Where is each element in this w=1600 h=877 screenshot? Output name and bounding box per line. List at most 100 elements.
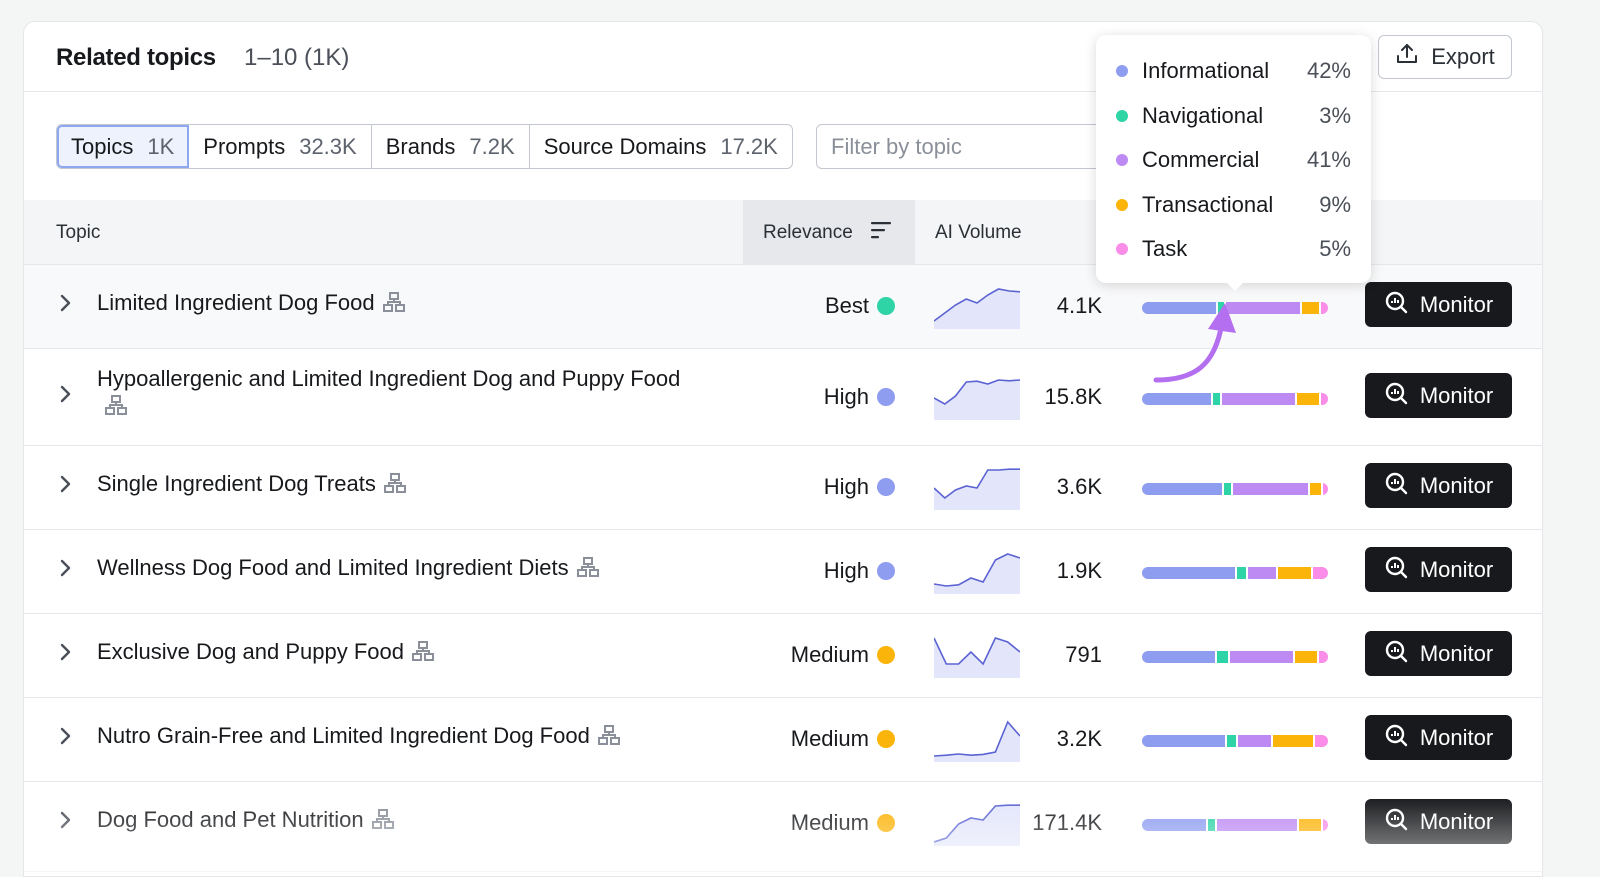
intent-label: Task — [1142, 236, 1188, 262]
intent-segment — [1223, 483, 1232, 495]
intent-segment — [1142, 483, 1222, 495]
hierarchy-icon — [105, 394, 127, 422]
monitor-button[interactable]: Monitor — [1365, 631, 1512, 676]
monitor-icon — [1384, 639, 1408, 669]
relevance-label: Medium — [790, 726, 869, 751]
relevance-cell: High — [824, 474, 895, 500]
expand-chevron-icon[interactable] — [60, 810, 72, 836]
monitor-button[interactable]: Monitor — [1365, 463, 1512, 508]
tab-count: 1K — [147, 133, 175, 159]
intent-tooltip: Informational 42% Navigational 3% Commer… — [1096, 35, 1371, 283]
ai-volume-value: 15.8K — [1044, 384, 1103, 409]
ai-volume-value: 3.2K — [1056, 726, 1102, 751]
volume-sparkline — [934, 804, 1020, 846]
relevance-cell: Best — [825, 293, 895, 319]
topic-label: Limited Ingredient Dog Food — [97, 290, 375, 315]
intent-label: Transactional — [1142, 191, 1274, 217]
tab-source-domains[interactable]: Source Domains 17.2K — [530, 125, 792, 168]
topic-name[interactable]: Hypoallergenic and Limited Ingredient Do… — [97, 365, 697, 422]
column-label: Relevance — [763, 221, 853, 243]
monitor-button[interactable]: Monitor — [1365, 282, 1512, 327]
topic-label: Dog Food and Pet Nutrition — [97, 807, 364, 832]
intent-segment — [1277, 567, 1312, 579]
intent-segment — [1142, 567, 1235, 579]
expand-chevron-icon[interactable] — [60, 726, 72, 752]
relevance-label: Medium — [790, 642, 869, 667]
intent-bar[interactable] — [1142, 735, 1328, 747]
intent-legend-item: Informational 42% — [1116, 49, 1351, 94]
topic-name[interactable]: Single Ingredient Dog Treats — [97, 470, 697, 500]
table-row[interactable]: Exclusive Dog and Puppy Food Medium 791 … — [24, 614, 1542, 698]
topic-name[interactable]: Limited Ingredient Dog Food — [97, 289, 697, 319]
intent-segment — [1216, 651, 1228, 663]
topic-name[interactable]: Dog Food and Pet Nutrition — [97, 806, 697, 836]
table-row[interactable]: Wellness Dog Food and Limited Ingredient… — [24, 530, 1542, 614]
relevance-label: High — [823, 384, 869, 409]
expand-chevron-icon[interactable] — [60, 474, 72, 500]
expand-chevron-icon[interactable] — [60, 293, 72, 319]
card-header: Related topics 1–10 (1K) Export — [24, 22, 1542, 92]
topic-name[interactable]: Wellness Dog Food and Limited Ingredient… — [97, 554, 697, 584]
volume-sparkline — [934, 288, 1020, 329]
topic-label: Nutro Grain-Free and Limited Ingredient … — [97, 723, 590, 748]
intent-segment — [1217, 819, 1298, 831]
column-relevance[interactable]: Relevance — [743, 200, 915, 265]
tab-prompts[interactable]: Prompts 32.3K — [189, 125, 372, 168]
intent-legend-item: Transactional 9% — [1116, 183, 1351, 228]
relevance-cell: Medium — [791, 810, 895, 836]
intent-segment — [1213, 393, 1221, 405]
relevance-dot — [877, 388, 895, 406]
intent-bar[interactable] — [1142, 393, 1328, 405]
sort-icon — [870, 221, 891, 245]
export-button[interactable]: Export — [1378, 35, 1512, 79]
tab-count: 7.2K — [469, 133, 515, 159]
column-ai-volume: AI Volume — [935, 221, 1022, 243]
relevance-label: Medium — [790, 810, 869, 835]
volume-sparkline — [934, 379, 1020, 420]
tab-topics[interactable]: Topics 1K — [57, 125, 190, 168]
expand-chevron-icon[interactable] — [60, 642, 72, 668]
monitor-button[interactable]: Monitor — [1365, 799, 1512, 844]
table-row[interactable]: Single Ingredient Dog Treats High 3.6K M… — [24, 446, 1542, 530]
monitor-label: Monitor — [1419, 556, 1494, 582]
intent-segment — [1142, 302, 1217, 314]
filter-input[interactable]: Filter by topic — [816, 124, 1116, 169]
intent-dot — [1116, 243, 1128, 256]
intent-label: Navigational — [1142, 102, 1264, 128]
intent-segment — [1313, 567, 1328, 579]
intent-segment — [1218, 302, 1224, 314]
monitor-button[interactable]: Monitor — [1365, 547, 1512, 592]
intent-segment — [1222, 393, 1295, 405]
expand-chevron-icon[interactable] — [60, 558, 72, 584]
intent-bar[interactable] — [1142, 302, 1328, 314]
topic-name[interactable]: Exclusive Dog and Puppy Food — [97, 638, 697, 668]
hierarchy-icon — [382, 291, 405, 319]
monitor-label: Monitor — [1419, 808, 1494, 834]
monitor-button[interactable]: Monitor — [1365, 373, 1512, 418]
intent-segment — [1225, 302, 1300, 314]
intent-bar[interactable] — [1142, 483, 1328, 495]
table-row[interactable]: Nutro Grain-Free and Limited Ingredient … — [24, 698, 1542, 782]
intent-bar[interactable] — [1142, 819, 1328, 831]
monitor-button[interactable]: Monitor — [1365, 715, 1512, 760]
sparkline-area — [934, 554, 1020, 594]
table-row[interactable]: Dog Food and Pet Nutrition Medium 171.4K… — [24, 782, 1542, 872]
intent-bar[interactable] — [1142, 567, 1328, 579]
relevance-dot — [877, 646, 895, 664]
volume-sparkline — [934, 553, 1020, 594]
intent-bar[interactable] — [1142, 651, 1328, 663]
intent-dot — [1116, 154, 1128, 167]
intent-value: 9% — [1319, 191, 1351, 217]
topic-name[interactable]: Nutro Grain-Free and Limited Ingredient … — [97, 722, 697, 752]
hierarchy-icon — [411, 640, 434, 668]
ai-volume-value: 3.6K — [1056, 474, 1102, 499]
intent-value: 5% — [1319, 236, 1351, 262]
tab-brands[interactable]: Brands 7.2K — [372, 125, 530, 168]
relevance-dot — [877, 814, 895, 832]
sparkline-line — [934, 468, 1020, 500]
monitor-icon — [1384, 471, 1408, 501]
expand-chevron-icon[interactable] — [60, 384, 72, 410]
table-row[interactable]: Hypoallergenic and Limited Ingredient Do… — [24, 349, 1542, 446]
sparkline-line — [934, 379, 1020, 405]
intent-segment — [1322, 483, 1328, 495]
